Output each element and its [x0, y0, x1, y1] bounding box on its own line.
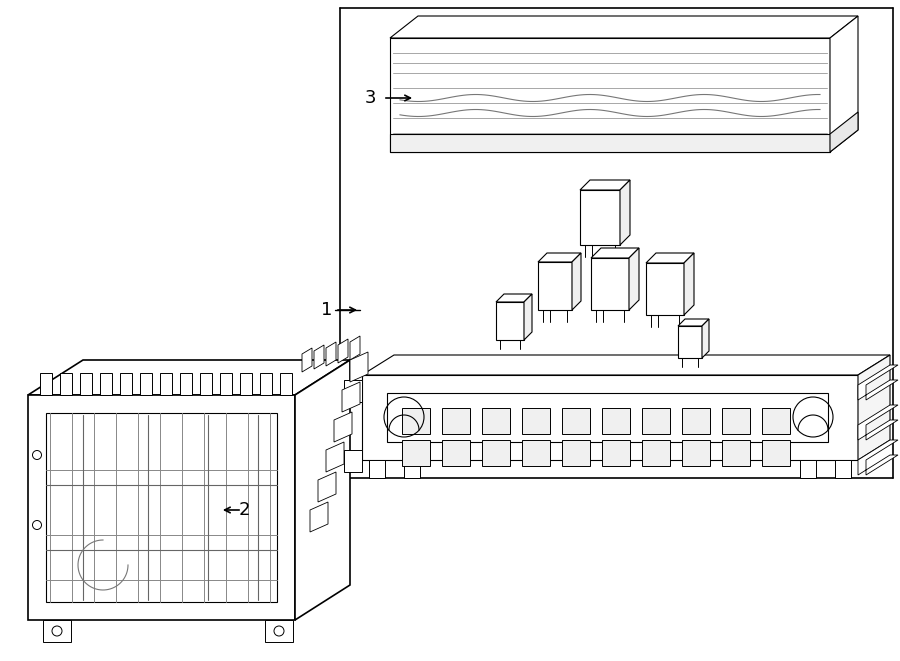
- Polygon shape: [858, 440, 898, 475]
- Polygon shape: [390, 38, 830, 152]
- Text: 2: 2: [238, 501, 250, 519]
- Polygon shape: [562, 408, 590, 434]
- Polygon shape: [280, 373, 292, 395]
- Polygon shape: [684, 253, 694, 315]
- Polygon shape: [390, 16, 858, 38]
- Polygon shape: [318, 472, 336, 502]
- Polygon shape: [629, 248, 639, 310]
- Polygon shape: [702, 319, 709, 358]
- Polygon shape: [522, 408, 550, 434]
- Polygon shape: [28, 360, 350, 395]
- Polygon shape: [362, 355, 890, 375]
- Polygon shape: [40, 373, 52, 395]
- Polygon shape: [120, 373, 132, 395]
- Polygon shape: [404, 460, 420, 478]
- Polygon shape: [602, 440, 630, 466]
- Polygon shape: [344, 380, 362, 402]
- Polygon shape: [858, 405, 898, 440]
- Polygon shape: [350, 352, 368, 382]
- Polygon shape: [858, 365, 898, 400]
- Polygon shape: [762, 408, 790, 434]
- Polygon shape: [295, 360, 350, 620]
- Polygon shape: [830, 16, 858, 152]
- Polygon shape: [200, 373, 212, 395]
- Polygon shape: [240, 373, 252, 395]
- Polygon shape: [646, 263, 684, 315]
- Polygon shape: [572, 253, 581, 310]
- Polygon shape: [858, 355, 890, 460]
- Polygon shape: [326, 342, 336, 366]
- Polygon shape: [591, 248, 639, 258]
- Polygon shape: [390, 134, 830, 152]
- Polygon shape: [334, 412, 352, 442]
- Polygon shape: [678, 326, 702, 358]
- Polygon shape: [28, 395, 295, 620]
- Polygon shape: [265, 620, 293, 642]
- Polygon shape: [642, 408, 670, 434]
- Polygon shape: [496, 302, 524, 340]
- Polygon shape: [46, 413, 277, 602]
- Polygon shape: [538, 262, 572, 310]
- Polygon shape: [402, 440, 430, 466]
- Polygon shape: [344, 450, 362, 472]
- Polygon shape: [314, 345, 324, 369]
- Polygon shape: [800, 460, 816, 478]
- Polygon shape: [620, 180, 630, 245]
- Polygon shape: [722, 440, 750, 466]
- Polygon shape: [646, 253, 694, 263]
- Polygon shape: [362, 375, 858, 460]
- Polygon shape: [591, 258, 629, 310]
- Polygon shape: [442, 408, 470, 434]
- Polygon shape: [160, 373, 172, 395]
- Polygon shape: [342, 382, 360, 412]
- Polygon shape: [482, 440, 510, 466]
- Polygon shape: [220, 373, 232, 395]
- Polygon shape: [538, 253, 581, 262]
- Polygon shape: [310, 502, 328, 532]
- Polygon shape: [722, 408, 750, 434]
- Polygon shape: [682, 440, 710, 466]
- Polygon shape: [326, 442, 344, 472]
- Polygon shape: [524, 294, 532, 340]
- Polygon shape: [140, 373, 152, 395]
- Polygon shape: [80, 373, 92, 395]
- Polygon shape: [830, 112, 858, 152]
- Polygon shape: [580, 190, 620, 245]
- Polygon shape: [180, 373, 192, 395]
- Polygon shape: [302, 348, 312, 372]
- Polygon shape: [60, 373, 72, 395]
- Polygon shape: [387, 393, 828, 442]
- Text: 1: 1: [321, 301, 333, 319]
- Polygon shape: [43, 620, 71, 642]
- Text: 3: 3: [364, 89, 376, 107]
- Polygon shape: [350, 336, 360, 360]
- Polygon shape: [369, 460, 385, 478]
- Polygon shape: [562, 440, 590, 466]
- Polygon shape: [260, 373, 272, 395]
- Polygon shape: [402, 408, 430, 434]
- Polygon shape: [580, 180, 630, 190]
- Polygon shape: [442, 440, 470, 466]
- Polygon shape: [338, 339, 348, 363]
- Polygon shape: [762, 440, 790, 466]
- Polygon shape: [496, 294, 532, 302]
- Polygon shape: [100, 373, 112, 395]
- Polygon shape: [682, 408, 710, 434]
- Polygon shape: [642, 440, 670, 466]
- Polygon shape: [678, 319, 709, 326]
- Polygon shape: [522, 440, 550, 466]
- Polygon shape: [482, 408, 510, 434]
- Polygon shape: [602, 408, 630, 434]
- Polygon shape: [835, 460, 851, 478]
